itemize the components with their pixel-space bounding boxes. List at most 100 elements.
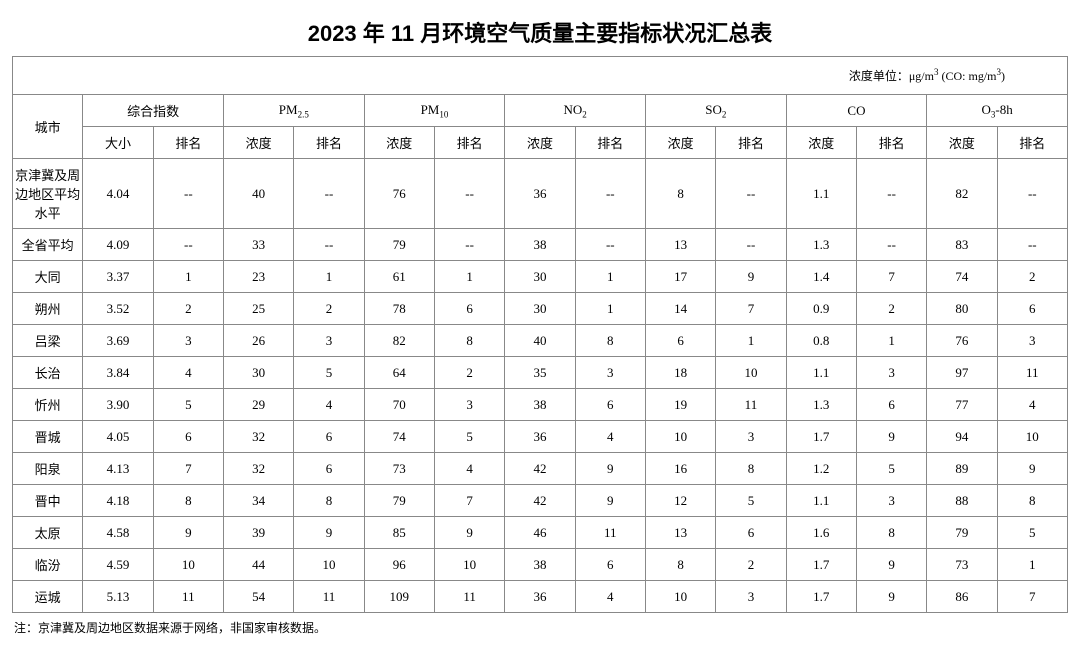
cell-composite_r: 3 <box>153 325 223 357</box>
cell-pm25: 34 <box>223 485 293 517</box>
cell-no2: 42 <box>505 453 575 485</box>
col-no2: NO2 <box>505 95 646 127</box>
cell-o3: 76 <box>927 325 997 357</box>
cell-pm10_r: 11 <box>434 581 504 613</box>
cell-o3: 97 <box>927 357 997 389</box>
cell-so2_r: -- <box>716 159 786 229</box>
cell-pm25: 54 <box>223 581 293 613</box>
sub-rank: 排名 <box>434 127 504 159</box>
sub-conc: 浓度 <box>223 127 293 159</box>
cell-pm10: 79 <box>364 229 434 261</box>
cell-co_r: 8 <box>856 517 926 549</box>
cell-pm25_r: 3 <box>294 325 364 357</box>
cell-pm10_r: 9 <box>434 517 504 549</box>
cell-no2: 38 <box>505 549 575 581</box>
cell-no2: 38 <box>505 389 575 421</box>
cell-so2_r: 6 <box>716 517 786 549</box>
cell-so2_r: 5 <box>716 485 786 517</box>
cell-pm25: 26 <box>223 325 293 357</box>
cell-co: 1.3 <box>786 389 856 421</box>
cell-co_r: 2 <box>856 293 926 325</box>
cell-no2: 36 <box>505 581 575 613</box>
cell-composite_r: 7 <box>153 453 223 485</box>
cell-pm10: 73 <box>364 453 434 485</box>
cell-o3_r: 5 <box>997 517 1067 549</box>
cell-composite: 3.52 <box>83 293 153 325</box>
cell-no2: 40 <box>505 325 575 357</box>
cell-co_r: 3 <box>856 357 926 389</box>
table-row: 大同3.3712316113011791.47742 <box>13 261 1068 293</box>
cell-city: 京津冀及周边地区平均水平 <box>13 159 83 229</box>
cell-city: 忻州 <box>13 389 83 421</box>
cell-co: 1.3 <box>786 229 856 261</box>
cell-so2: 14 <box>645 293 715 325</box>
cell-pm25_r: 9 <box>294 517 364 549</box>
cell-co_r: 7 <box>856 261 926 293</box>
cell-composite: 3.84 <box>83 357 153 389</box>
cell-so2_r: 7 <box>716 293 786 325</box>
cell-o3_r: 1 <box>997 549 1067 581</box>
cell-pm10: 61 <box>364 261 434 293</box>
cell-o3: 80 <box>927 293 997 325</box>
cell-pm25_r: 4 <box>294 389 364 421</box>
cell-so2: 13 <box>645 229 715 261</box>
sub-rank: 排名 <box>716 127 786 159</box>
cell-co: 1.7 <box>786 581 856 613</box>
table-row: 吕梁3.693263828408610.81763 <box>13 325 1068 357</box>
unit-row: 浓度单位：μg/m3 (CO: mg/m3) <box>13 57 1068 95</box>
cell-o3_r: 10 <box>997 421 1067 453</box>
cell-co_r: 9 <box>856 581 926 613</box>
cell-no2_r: 3 <box>575 357 645 389</box>
cell-pm25_r: -- <box>294 159 364 229</box>
table-row: 运城5.13115411109113641031.79867 <box>13 581 1068 613</box>
col-composite: 综合指数 <box>83 95 224 127</box>
cell-composite: 4.04 <box>83 159 153 229</box>
cell-composite: 4.05 <box>83 421 153 453</box>
sub-conc: 浓度 <box>786 127 856 159</box>
cell-composite_r: 8 <box>153 485 223 517</box>
cell-co_r: 6 <box>856 389 926 421</box>
table-row: 朔州3.5222527863011470.92806 <box>13 293 1068 325</box>
cell-pm10: 74 <box>364 421 434 453</box>
cell-composite_r: -- <box>153 229 223 261</box>
cell-co: 1.1 <box>786 159 856 229</box>
cell-pm10: 79 <box>364 485 434 517</box>
cell-composite: 3.37 <box>83 261 153 293</box>
cell-so2_r: 10 <box>716 357 786 389</box>
cell-no2: 46 <box>505 517 575 549</box>
cell-no2_r: 4 <box>575 421 645 453</box>
cell-pm10_r: -- <box>434 229 504 261</box>
cell-o3: 73 <box>927 549 997 581</box>
cell-no2_r: 6 <box>575 389 645 421</box>
cell-city: 朔州 <box>13 293 83 325</box>
cell-o3: 79 <box>927 517 997 549</box>
cell-pm25_r: 6 <box>294 453 364 485</box>
cell-co_r: -- <box>856 159 926 229</box>
col-city: 城市 <box>13 95 83 159</box>
cell-so2: 8 <box>645 549 715 581</box>
cell-pm25_r: 1 <box>294 261 364 293</box>
cell-so2: 6 <box>645 325 715 357</box>
cell-city: 太原 <box>13 517 83 549</box>
cell-pm25: 23 <box>223 261 293 293</box>
cell-so2_r: -- <box>716 229 786 261</box>
cell-city: 大同 <box>13 261 83 293</box>
table-row: 临汾4.591044109610386821.79731 <box>13 549 1068 581</box>
cell-pm25: 44 <box>223 549 293 581</box>
sub-rank: 排名 <box>294 127 364 159</box>
cell-co: 1.7 <box>786 421 856 453</box>
sub-conc: 浓度 <box>645 127 715 159</box>
cell-so2: 16 <box>645 453 715 485</box>
cell-city: 晋城 <box>13 421 83 453</box>
cell-composite_r: 9 <box>153 517 223 549</box>
cell-o3: 82 <box>927 159 997 229</box>
cell-co: 1.1 <box>786 485 856 517</box>
cell-pm25_r: 5 <box>294 357 364 389</box>
cell-co: 1.2 <box>786 453 856 485</box>
cell-pm25_r: 11 <box>294 581 364 613</box>
cell-pm25_r: 2 <box>294 293 364 325</box>
cell-composite_r: 10 <box>153 549 223 581</box>
air-quality-table: 浓度单位：μg/m3 (CO: mg/m3) 城市 综合指数 PM2.5 PM1… <box>12 56 1068 613</box>
cell-pm25: 39 <box>223 517 293 549</box>
col-so2: SO2 <box>645 95 786 127</box>
